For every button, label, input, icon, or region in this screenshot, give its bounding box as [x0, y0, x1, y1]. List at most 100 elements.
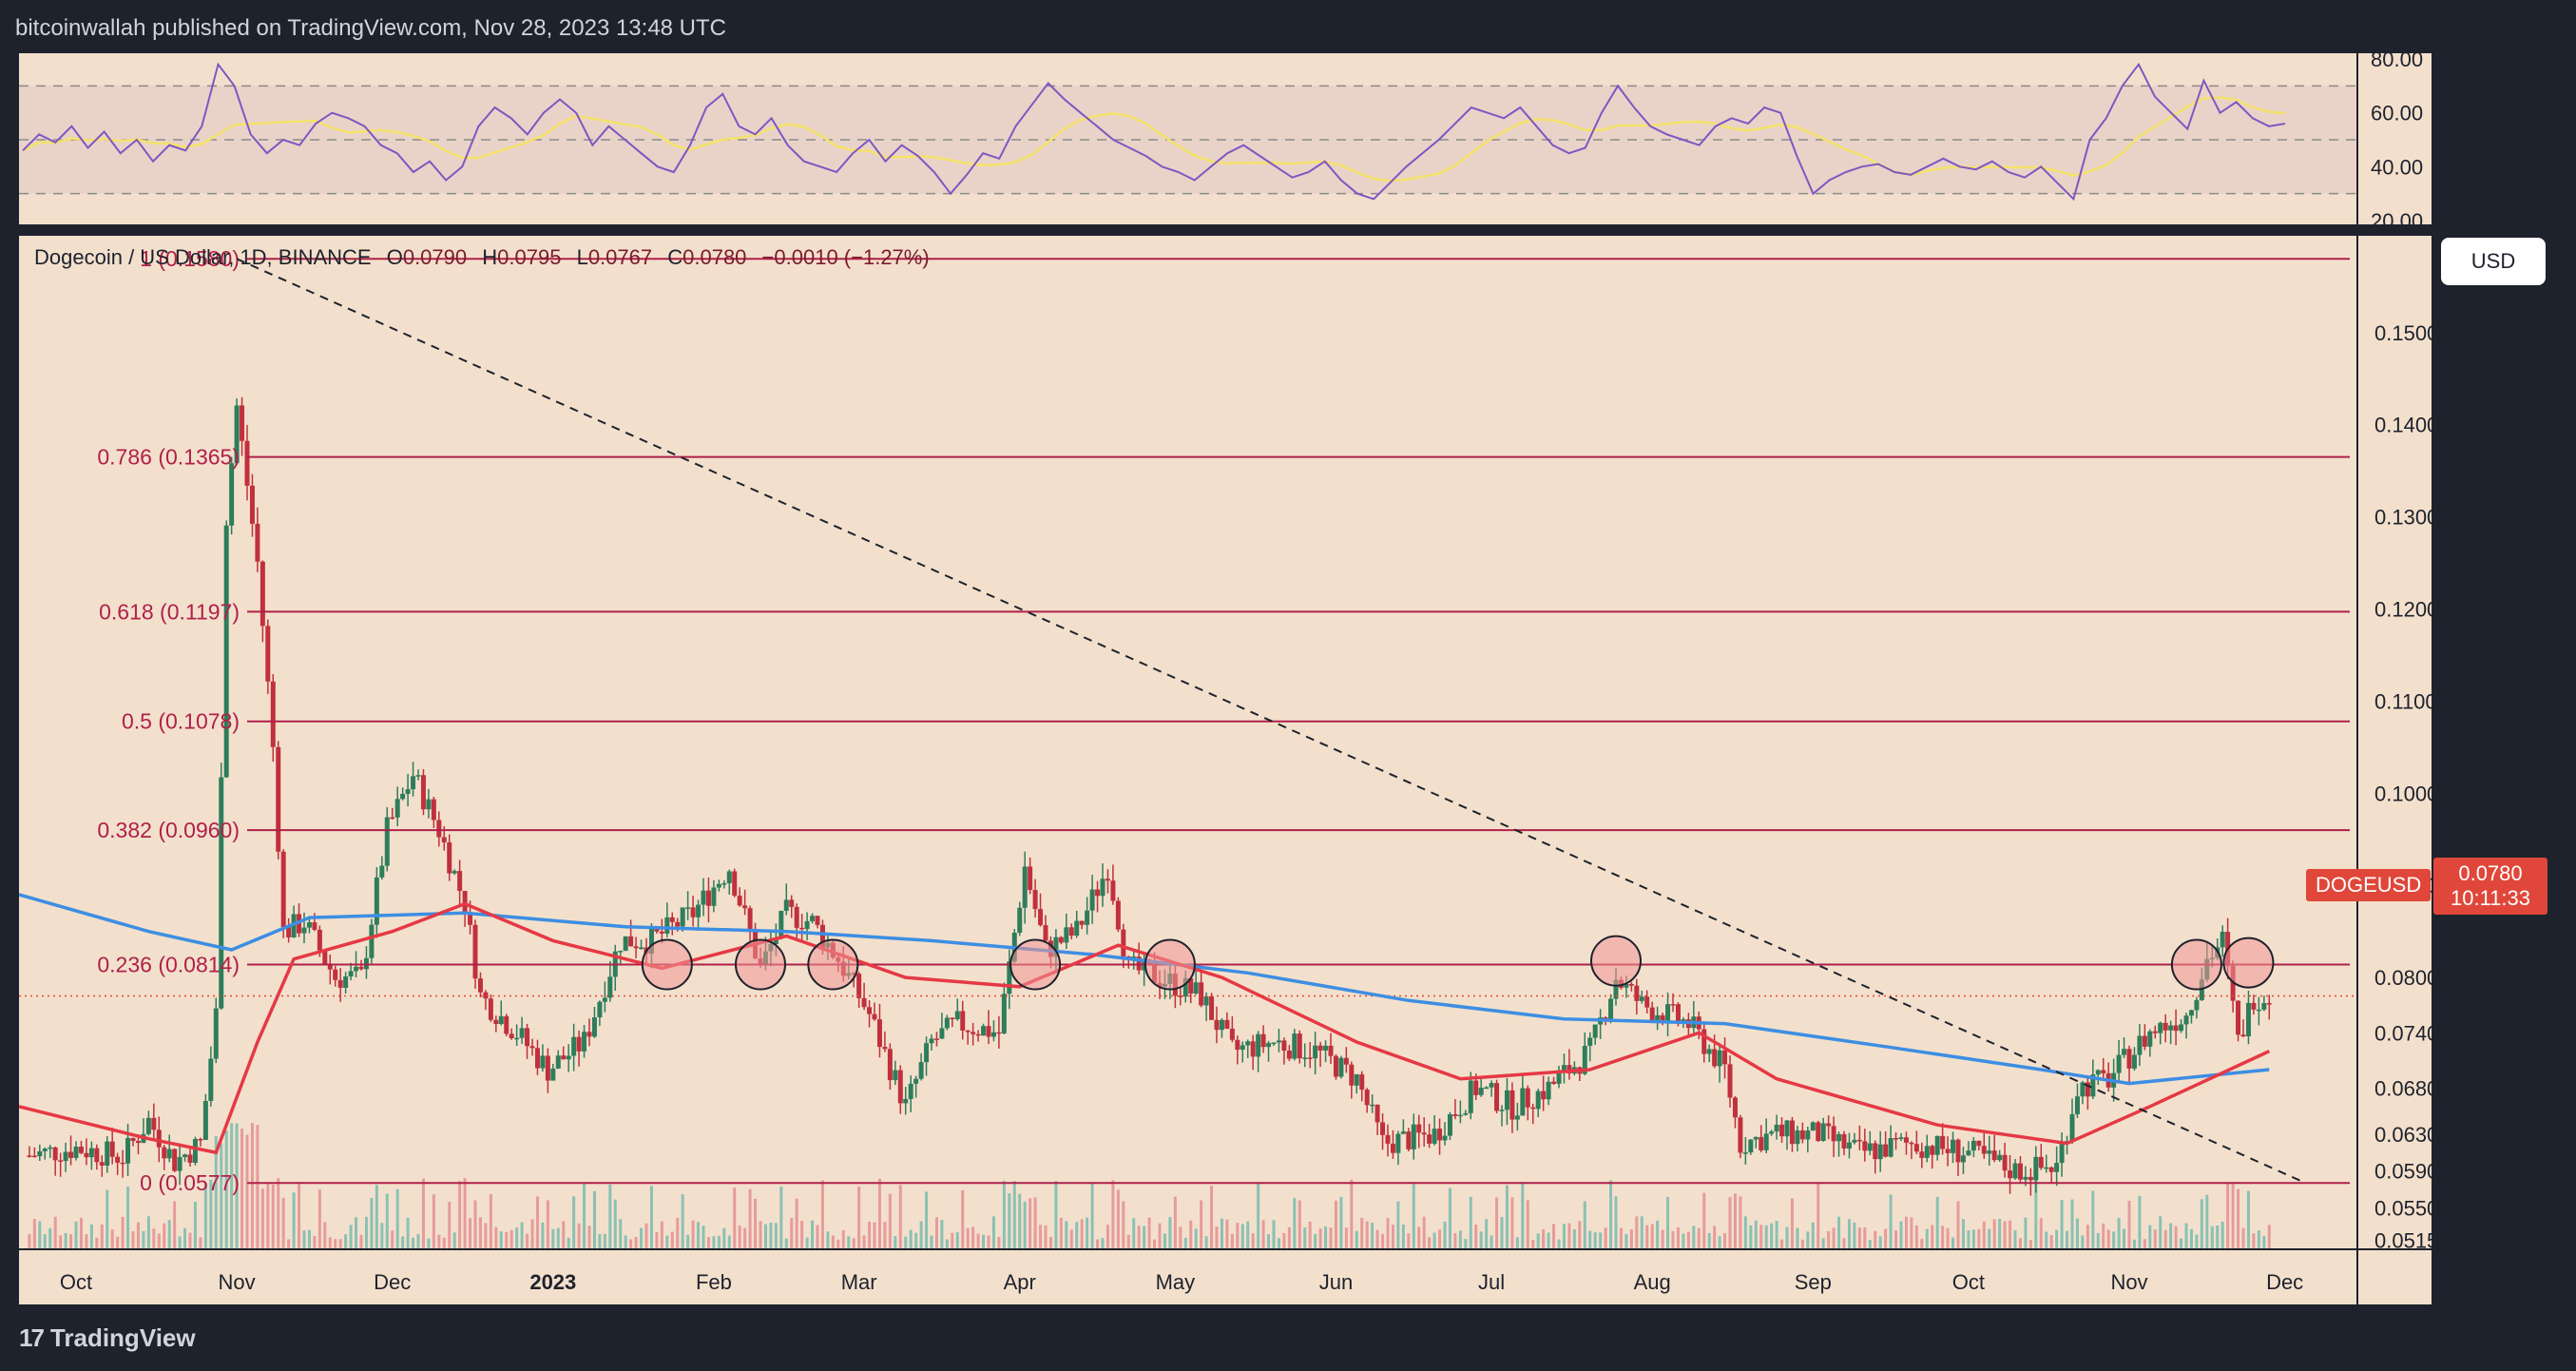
tradingview-brand[interactable]: 17 TradingView: [19, 1323, 196, 1353]
volume-bar: [1800, 1239, 1804, 1249]
candle-body: [1022, 866, 1028, 908]
volume-bar: [1153, 1239, 1157, 1249]
candle-body: [701, 890, 706, 905]
candle-body: [545, 1055, 550, 1081]
candle-body: [457, 871, 463, 892]
candle-body: [773, 937, 779, 944]
volume-bar: [1806, 1231, 1810, 1249]
candle-body: [1660, 1014, 1665, 1024]
volume-bar: [1914, 1225, 1918, 1249]
candle-body: [84, 1152, 89, 1158]
fib-level-label: 0.618 (0.1197): [99, 599, 240, 624]
volume-bar: [790, 1218, 794, 1249]
volume-bar: [437, 1234, 441, 1249]
volume-bar: [1012, 1181, 1016, 1249]
candle-body: [1561, 1065, 1567, 1073]
volume-bar: [603, 1233, 606, 1249]
time-tick-label: Sep: [1795, 1270, 1832, 1294]
brand-name: TradingView: [49, 1323, 196, 1352]
volume-bar: [2226, 1183, 2230, 1249]
open-value: 0.0790: [402, 245, 468, 269]
candle-body: [400, 793, 406, 800]
volume-bar: [28, 1233, 31, 1249]
volume-bar: [1371, 1223, 1375, 1249]
candle-body: [1530, 1107, 1536, 1110]
volume-bar: [1515, 1237, 1519, 1249]
fib-level-label: 1 (0.1580): [140, 246, 240, 271]
candle-body: [2230, 965, 2236, 1001]
volume-bar: [1407, 1233, 1411, 1249]
candle-body: [1795, 1130, 1800, 1145]
candle-body: [1427, 1134, 1432, 1144]
candle-body: [929, 1038, 934, 1044]
volume-bar: [1702, 1192, 1706, 1249]
volume-bar: [1277, 1238, 1280, 1249]
volume-bar: [2096, 1232, 2100, 1249]
volume-bar: [811, 1220, 815, 1249]
volume-bar: [203, 1184, 207, 1249]
volume-bar: [1453, 1232, 1457, 1249]
volume-bar: [1308, 1221, 1312, 1249]
currency-button[interactable]: USD: [2441, 238, 2546, 285]
volume-bar: [489, 1193, 492, 1249]
volume-bar: [774, 1223, 778, 1249]
candle-body: [737, 896, 742, 906]
volume-bar: [1479, 1231, 1483, 1249]
volume-bar: [209, 1179, 213, 1249]
volume-bar: [1656, 1220, 1660, 1249]
candle-body: [1317, 1045, 1323, 1051]
volume-bar: [1314, 1233, 1317, 1249]
rsi-panel: 20.00 40.00 60.00 80.00: [19, 53, 2432, 224]
candle-body: [436, 820, 442, 838]
volume-bar: [100, 1224, 104, 1249]
volume-bar: [857, 1186, 861, 1249]
volume-bar: [634, 1237, 638, 1249]
volume-bar: [826, 1231, 830, 1249]
volume-bar: [1293, 1198, 1297, 1249]
volume-bar: [421, 1178, 425, 1249]
volume-bar: [1002, 1180, 1006, 1249]
candle-body: [1525, 1088, 1530, 1108]
candle-body: [1302, 1057, 1308, 1059]
candle-body: [1608, 998, 1614, 1019]
volume-bar: [1432, 1232, 1436, 1249]
time-tick-label: Nov: [219, 1270, 256, 1294]
volume-bar: [1495, 1197, 1499, 1249]
candle-body: [2236, 1000, 2241, 1035]
candle-body: [1504, 1090, 1509, 1110]
volume-bar: [317, 1189, 321, 1249]
volume-bar: [2028, 1239, 2032, 1249]
candle-body: [954, 1011, 960, 1019]
volume-bar: [126, 1186, 130, 1249]
candle-body: [1193, 982, 1199, 994]
volume-bar: [702, 1226, 705, 1249]
candle-body: [1338, 1057, 1344, 1077]
volume-bar: [551, 1228, 555, 1249]
moving-average-fast-line: [19, 901, 2271, 1155]
volume-bar: [1832, 1227, 1836, 1249]
volume-bar: [1521, 1182, 1525, 1249]
volume-bar: [1210, 1186, 1214, 1249]
volume-bar: [1329, 1227, 1333, 1249]
volume-bar: [323, 1222, 327, 1249]
volume-bar: [535, 1196, 539, 1249]
volume-bar: [416, 1233, 420, 1249]
volume-bar: [530, 1219, 534, 1249]
candle-body: [1032, 890, 1038, 910]
volume-bar: [1967, 1230, 1970, 1249]
candle-body: [73, 1147, 79, 1158]
candle-body: [426, 799, 432, 810]
candle-body: [1214, 1019, 1220, 1031]
candle-body: [477, 978, 483, 993]
volume-bar: [1464, 1239, 1468, 1249]
volume-bar: [142, 1231, 145, 1249]
volume-bar: [1375, 1229, 1379, 1249]
candle-body: [1774, 1124, 1779, 1132]
volume-bar: [1790, 1198, 1794, 1249]
candle-body: [1649, 1007, 1655, 1021]
volume-bar: [738, 1225, 741, 1249]
candle-body: [2137, 1035, 2143, 1055]
